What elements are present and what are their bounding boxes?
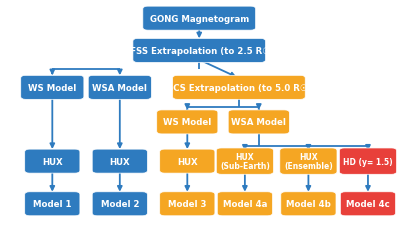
FancyBboxPatch shape <box>339 148 396 174</box>
FancyBboxPatch shape <box>25 149 80 173</box>
FancyBboxPatch shape <box>160 192 215 216</box>
Text: Model 4b: Model 4b <box>286 199 331 208</box>
FancyBboxPatch shape <box>88 76 151 100</box>
Text: HUX
(Ensemble): HUX (Ensemble) <box>284 152 333 171</box>
Text: Model 3: Model 3 <box>168 199 206 208</box>
FancyBboxPatch shape <box>160 149 215 173</box>
Text: HUX: HUX <box>110 157 130 166</box>
FancyBboxPatch shape <box>280 148 337 174</box>
Text: GONG Magnetogram: GONG Magnetogram <box>150 15 249 24</box>
FancyBboxPatch shape <box>157 110 218 134</box>
FancyBboxPatch shape <box>143 7 256 31</box>
FancyBboxPatch shape <box>92 192 148 216</box>
Text: WS Model: WS Model <box>163 118 212 127</box>
FancyBboxPatch shape <box>217 192 272 216</box>
Text: Model 2: Model 2 <box>100 199 139 208</box>
FancyBboxPatch shape <box>340 192 396 216</box>
Text: WSA Model: WSA Model <box>231 118 286 127</box>
FancyBboxPatch shape <box>25 192 80 216</box>
FancyBboxPatch shape <box>133 39 266 63</box>
Text: HUX: HUX <box>177 157 198 166</box>
Text: HUX
(Sub-Earth): HUX (Sub-Earth) <box>220 152 270 171</box>
Text: Model 4c: Model 4c <box>346 199 390 208</box>
Text: HD (y= 1.5): HD (y= 1.5) <box>343 157 393 166</box>
FancyBboxPatch shape <box>216 148 274 174</box>
Text: WS Model: WS Model <box>28 83 76 92</box>
Text: HUX: HUX <box>42 157 63 166</box>
Text: Model 4a: Model 4a <box>223 199 267 208</box>
FancyBboxPatch shape <box>21 76 84 100</box>
FancyBboxPatch shape <box>228 110 289 134</box>
Text: SCS Extrapolation (to 5.0 R☉): SCS Extrapolation (to 5.0 R☉) <box>167 83 311 92</box>
Text: WSA Model: WSA Model <box>92 83 147 92</box>
FancyBboxPatch shape <box>92 149 148 173</box>
FancyBboxPatch shape <box>173 76 305 100</box>
FancyBboxPatch shape <box>281 192 336 216</box>
Text: Model 1: Model 1 <box>33 199 72 208</box>
Text: PFSS Extrapolation (to 2.5 R☉): PFSS Extrapolation (to 2.5 R☉) <box>124 47 274 56</box>
